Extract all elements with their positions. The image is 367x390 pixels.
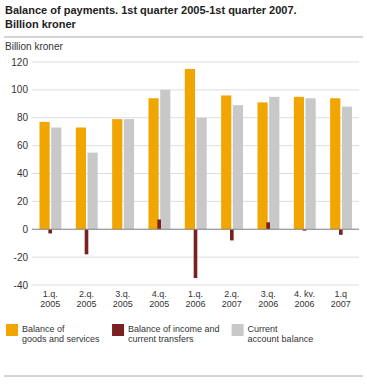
text-line: 2007 [222,299,242,309]
x-tick-label: 3.q.2006 [258,289,278,309]
y-tick-label: 20 [17,196,29,207]
text-line: Balance of income and [128,324,220,334]
y-tick-label: 60 [17,140,29,151]
bar [160,90,170,229]
legend-swatch [6,324,18,336]
bar [39,122,49,229]
text-line: current transfers [128,334,194,344]
x-tick-label: 4. kv.2006 [294,289,315,309]
text-line: 2005 [40,299,60,309]
text-line: 2.q. [79,289,94,299]
zero-line [32,229,359,230]
x-tick-label: 2.q.2005 [76,289,96,309]
bars [39,69,352,278]
y-tick-label: 120 [11,57,28,68]
bar [85,229,89,254]
text-line: account balance [248,334,314,344]
bar [48,229,52,233]
text-line: 2005 [149,299,169,309]
bar [306,98,316,229]
legend-swatch [232,324,244,336]
separator [4,376,363,377]
bar [51,128,61,230]
text-line: 1.q. [43,289,58,299]
separator [4,37,363,38]
y-axis-label: Billion kroner [5,41,63,52]
y-tick-label: 40 [17,168,29,179]
x-tick-label: 1.q.2005 [40,289,60,309]
bar [124,119,134,229]
text-line: 4.q. [152,289,167,299]
legend-label: Currentaccount balance [248,324,314,344]
text-line: 1.q. [188,289,203,299]
text-line: 2005 [113,299,133,309]
bar [112,119,122,229]
text-line: 2.q. [224,289,239,299]
x-tick-label: 4.q.2005 [149,289,169,309]
bar [197,118,207,230]
text-line: 1.q [335,289,348,299]
bar [221,95,231,229]
title: Balance of payments. 1st quarter 2005-1s… [5,4,297,16]
bar [185,69,195,229]
y-tick-label: 0 [22,224,28,235]
text-line: goods and services [22,334,100,344]
bar [157,219,161,229]
chart: Balance of payments. 1st quarter 2005-1s… [0,0,367,390]
bar [230,229,234,240]
bar [257,102,267,229]
grid-line [32,62,359,63]
bar [148,98,158,229]
y-tick-label: -20 [14,252,29,263]
grid [32,62,359,285]
text-line: 2007 [331,299,351,309]
bar [269,97,279,229]
subtitle: Billion kroner [5,18,77,30]
bar [266,222,270,229]
x-tick-label: 3.q.2005 [113,289,133,309]
legend-swatch [112,324,124,336]
grid-line [32,285,359,286]
bar [339,229,343,235]
y-tick-label: 100 [11,84,28,95]
bar [330,98,340,229]
text-line: 3.q. [115,289,130,299]
y-tick-label: 80 [17,112,29,123]
text-line: 2005 [76,299,96,309]
text-line: 2006 [294,299,314,309]
bar [294,97,304,229]
text-line: Current [248,324,279,334]
y-tick-label: -40 [14,280,29,291]
bar [76,128,86,230]
legend-label: Balance ofgoods and services [22,324,100,344]
legend-label: Balance of income andcurrent transfers [128,324,220,344]
text-line: 3.q. [261,289,276,299]
text-line: Balance of [22,324,65,334]
x-tick-label: 1.q.2006 [185,289,205,309]
grid-line [32,89,359,90]
x-tick-label: 1.q2007 [331,289,351,309]
text-line: 2006 [258,299,278,309]
grid-line [32,229,359,230]
bar [233,105,243,229]
bar [342,107,352,230]
bar [88,153,98,230]
text-line: 2006 [185,299,205,309]
legend: Balance ofgoods and services Balance of i… [6,324,313,344]
bar [194,229,198,278]
x-tick-label: 2.q.2007 [222,289,242,309]
text-line: 4. kv. [294,289,315,299]
